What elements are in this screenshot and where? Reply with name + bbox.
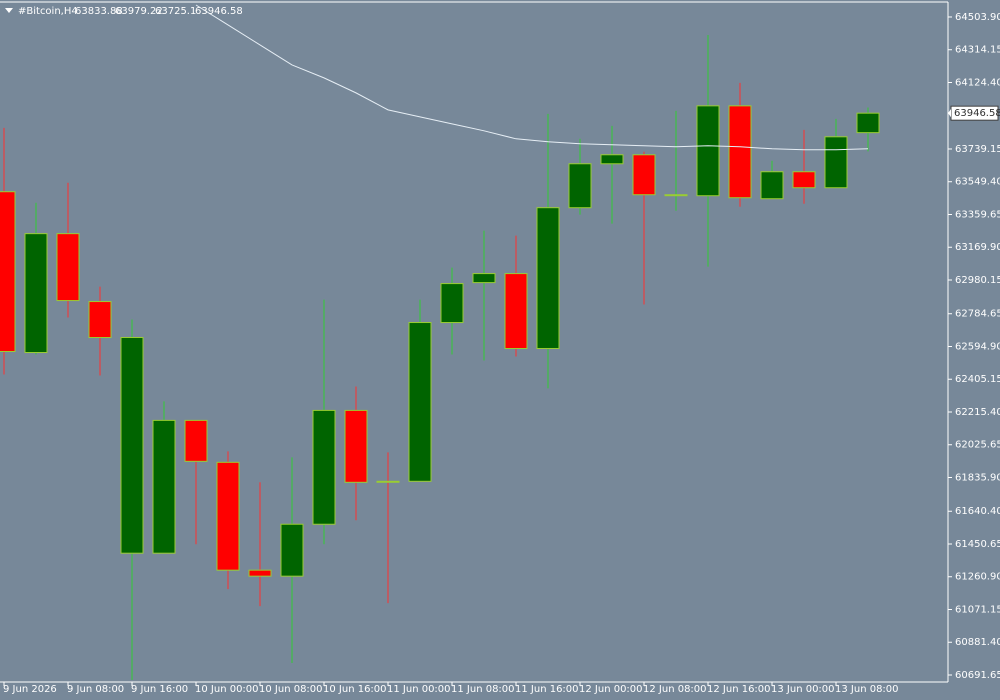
x-tick-label: 10 Jun 00:00 [195,684,259,695]
candle-body [408,322,432,482]
candle-body [696,105,720,197]
candle-body [440,283,464,324]
moving-average-line [195,4,869,151]
y-tick-label: 61450.65 [955,539,1000,550]
y-tick-label: 63359.65 [955,209,1000,220]
header-open: 63833.88 [75,6,123,17]
candle-body [280,523,304,577]
candle-body [504,273,528,349]
x-tick-label: 12 Jun 08:00 [643,684,707,695]
x-tick-label: 13 Jun 00:00 [771,684,835,695]
candle-body [0,191,16,352]
y-tick-label: 62594.90 [955,341,1000,352]
candle-body [376,480,400,483]
candle-body [568,163,592,209]
x-tick-label: 9 Jun 16:00 [131,684,188,695]
x-tick-label: 12 Jun 00:00 [579,684,643,695]
y-tick-label: 61640.40 [955,506,1000,517]
candle-body [216,461,240,571]
plot-area [0,4,880,680]
y-tick-label: 64503.90 [955,12,1000,23]
x-tick-label: 9 Jun 2026 [3,684,57,695]
x-tick-label: 10 Jun 08:00 [259,684,323,695]
y-tick-label: 62025.65 [955,440,1000,451]
y-tick-label: 60691.65 [955,670,1000,681]
candle-body [472,273,496,284]
y-tick-label: 63169.90 [955,242,1000,253]
candle-body [248,569,272,577]
header-low: 63725.1 [155,6,196,17]
x-tick-label: 9 Jun 08:00 [67,684,124,695]
candle-body [856,112,880,134]
candle-body [824,136,848,189]
current-price-pointer [948,109,951,118]
candle-body [120,337,144,554]
y-tick-label: 61260.90 [955,572,1000,583]
candle-body [312,409,336,525]
x-tick-label: 11 Jun 16:00 [515,684,579,695]
candle-body [88,301,112,339]
y-tick-label: 64124.40 [955,77,1000,88]
candle-body [24,233,48,353]
symbol-title: #Bitcoin,H4 [18,6,78,17]
candle-body [728,105,752,199]
candle-body [792,171,816,189]
candle-body [184,419,208,462]
x-tick-label: 13 Jun 08:00 [835,684,899,695]
y-tick-label: 62784.65 [955,309,1000,320]
x-tick-label: 12 Jun 16:00 [707,684,771,695]
candle-body [664,194,688,197]
y-tick-label: 62405.15 [955,374,1000,385]
y-tick-label: 64314.15 [955,45,1000,56]
current-price-label: 63946.58 [954,108,1000,119]
y-tick-label: 63549.40 [955,177,1000,188]
x-tick-label: 11 Jun 08:00 [451,684,515,695]
candle-body [536,207,560,349]
menu-triangle[interactable] [5,8,13,13]
x-tick-label: 10 Jun 16:00 [323,684,387,695]
y-tick-label: 61835.90 [955,472,1000,483]
y-tick-label: 63739.15 [955,144,1000,155]
header-high: 63979.22 [115,6,163,17]
candle-body [760,171,784,200]
y-tick-label: 62215.40 [955,407,1000,418]
y-tick-label: 62980.15 [955,275,1000,286]
candle-body [600,154,624,165]
x-tick-label: 11 Jun 00:00 [387,684,451,695]
header-close: 63946.58 [195,6,243,17]
y-tick-label: 61071.15 [955,604,1000,615]
candle-body [344,409,368,483]
y-tick-label: 60881.40 [955,637,1000,648]
candle-body [632,154,656,196]
candle-body [152,419,176,554]
candle-body [56,233,80,302]
